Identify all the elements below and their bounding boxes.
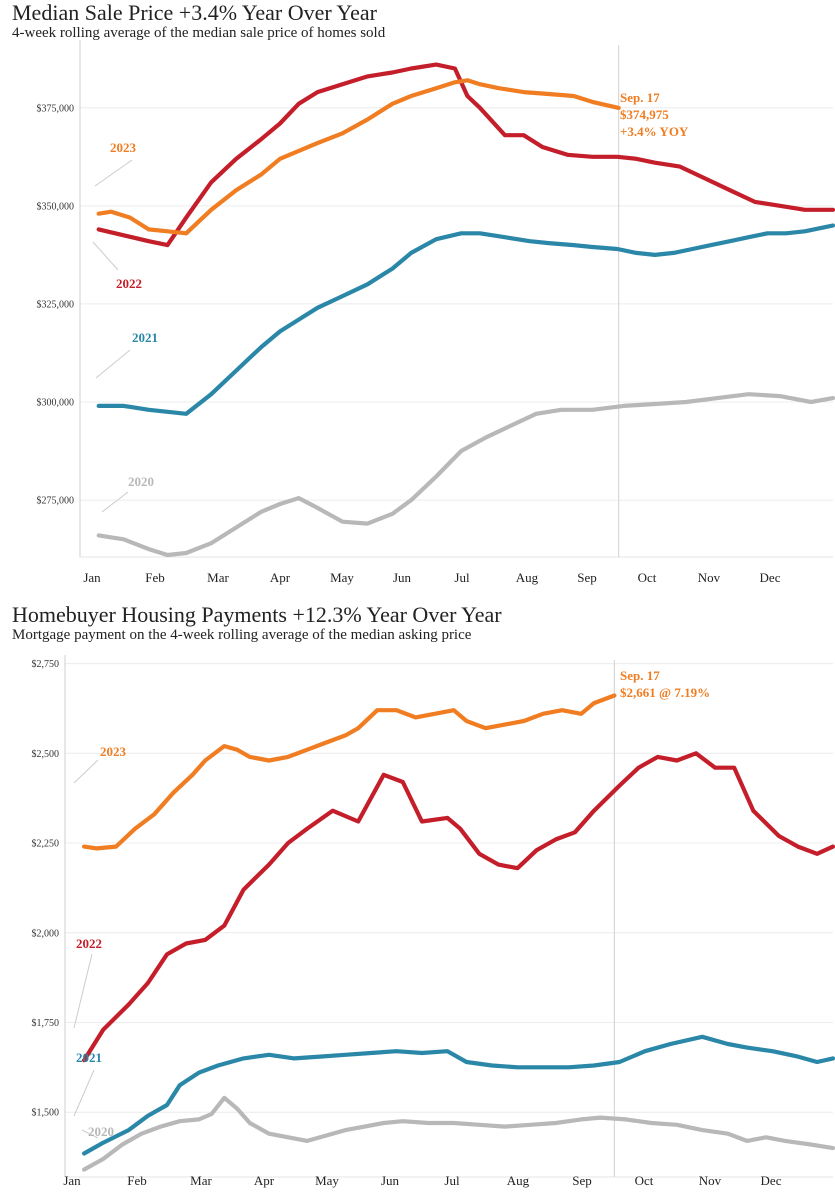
chart-title: Homebuyer Housing Payments +12.3% Year O…	[12, 602, 502, 627]
x-tick-label: Feb	[127, 1173, 147, 1188]
annotation-line: $2,661 @ 7.19%	[620, 685, 710, 700]
x-tick-label: May	[330, 570, 354, 585]
leader-line-2020	[81, 1129, 99, 1139]
x-tick-label: Jan	[83, 570, 101, 585]
y-tick-label: $2,250	[32, 839, 60, 850]
x-tick-label: Jun	[381, 1173, 400, 1188]
annotation-line: Sep. 17	[620, 90, 660, 105]
y-tick-label: $325,000	[37, 299, 75, 310]
x-tick-label: Jul	[444, 1173, 460, 1188]
x-tick-label: Jul	[454, 570, 470, 585]
chart-subtitle: Mortgage payment on the 4-week rolling a…	[12, 627, 472, 643]
series-label-2023: 2023	[110, 140, 137, 155]
x-tick-label: Aug	[516, 570, 539, 585]
sale-price-plot: $275,000 $300,000 $325,000 $350,000 $375,000…	[37, 40, 835, 585]
x-tick-label: Nov	[698, 570, 721, 585]
y-tick-label: $2,750	[32, 659, 60, 670]
series-line-2022	[81, 751, 835, 1063]
leader-line-2020	[101, 491, 129, 513]
series-line-2020	[96, 392, 835, 558]
x-tick-label: May	[315, 1173, 339, 1188]
series-label-2021: 2021	[76, 1050, 102, 1065]
chart-title: Median Sale Price +3.4% Year Over Year	[12, 0, 377, 25]
series-label-2022: 2022	[116, 276, 142, 291]
y-tick-label: $1,500	[32, 1108, 60, 1119]
annotation-line: Sep. 17	[620, 668, 660, 683]
series-line-2022	[96, 62, 835, 248]
leader-line-2022	[73, 953, 93, 1029]
x-tick-label: Mar	[190, 1173, 212, 1188]
y-tick-label: $1,750	[32, 1018, 60, 1029]
x-tick-label: Aug	[507, 1173, 530, 1188]
series-label-2020: 2020	[128, 474, 154, 489]
x-tick-label: Feb	[145, 570, 165, 585]
y-tick-label: $2,000	[32, 928, 60, 939]
x-tick-label: Sep	[577, 570, 597, 585]
x-tick-label: Jan	[63, 1173, 81, 1188]
housing-payment-plot: $1,500 $1,750 $2,000 $2,250 $2,500 $2,750 Jan F…	[32, 655, 835, 1188]
housing-payments-chart: Homebuyer Housing Payments +12.3% Year O…	[0, 600, 835, 1200]
x-tick-label: Sep	[572, 1173, 592, 1188]
leader-line-2022	[92, 241, 119, 271]
series-line-2020	[81, 1095, 835, 1172]
x-tick-label: Apr	[270, 570, 291, 585]
series-label-2021: 2021	[132, 330, 158, 345]
y-tick-label: $2,500	[32, 749, 60, 760]
annotation-line: +3.4% YOY	[620, 124, 689, 139]
y-tick-label: $375,000	[37, 103, 75, 114]
series-line-2021	[81, 1034, 835, 1156]
x-tick-label: Jun	[393, 570, 412, 585]
leader-line-2023	[73, 759, 99, 784]
leader-line-2021	[95, 349, 131, 379]
x-tick-label: Dec	[761, 1173, 782, 1188]
series-label-2022: 2022	[76, 936, 102, 951]
series-label-2023: 2023	[100, 744, 127, 759]
x-tick-label: Oct	[638, 570, 657, 585]
series-line-2023	[96, 78, 621, 236]
x-tick-label: Oct	[635, 1173, 654, 1188]
annotation-line: $374,975	[620, 107, 669, 122]
x-tick-label: Nov	[699, 1173, 722, 1188]
x-tick-label: Mar	[207, 570, 229, 585]
chart-subtitle: 4-week rolling average of the median sal…	[12, 25, 386, 41]
x-tick-label: Dec	[760, 570, 781, 585]
leader-line-2021	[73, 1069, 95, 1117]
leader-line-2023	[94, 159, 133, 187]
series-label-2020: 2020	[88, 1124, 114, 1139]
median-sale-price-chart: Median Sale Price +3.4% Year Over Year 4…	[12, 0, 835, 585]
y-tick-label: $350,000	[37, 201, 75, 212]
y-tick-label: $300,000	[37, 398, 75, 409]
series-line-2023	[81, 693, 617, 851]
x-tick-label: Apr	[254, 1173, 275, 1188]
y-tick-label: $275,000	[37, 496, 75, 507]
series-line-2021	[96, 223, 835, 416]
